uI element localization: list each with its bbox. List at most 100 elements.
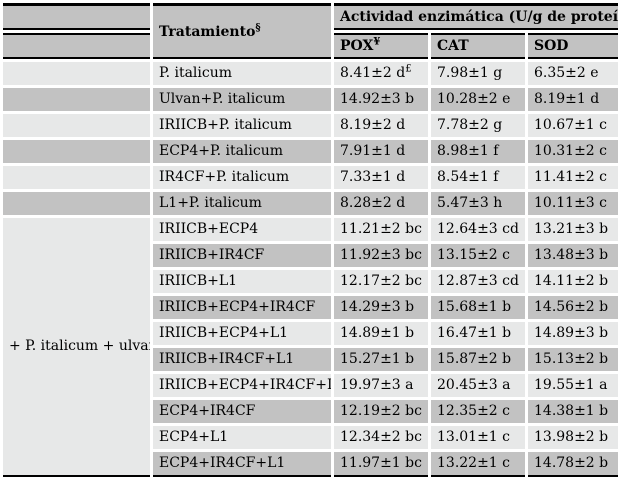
- treatment-cell: IRIICB+ECP4+IR4CF+L1: [153, 374, 331, 397]
- cat-value-cell: 12.87±3 cd: [431, 270, 525, 293]
- cat-value-cell: 7.78±2 g: [431, 114, 525, 137]
- cat-value-cell: 7.98±1 g: [431, 62, 525, 85]
- activity-group-header: Actividad enzimática (U/g de proteína): [334, 3, 619, 30]
- column-header-pox: POX¥: [334, 33, 428, 59]
- pox-value-cell: 15.27±1 b: [334, 348, 428, 371]
- pox-value-cell: 8.19±2 d: [334, 114, 428, 137]
- table-row: IRIICB+ECP4+IR4CF 14.29±3 b 15.68±1 b 14…: [3, 296, 619, 319]
- treatment-cell: IRIICB+ECP4: [153, 218, 331, 241]
- pox-value-cell: 14.89±1 b: [334, 322, 428, 345]
- pox-value-cell: 11.92±3 bc: [334, 244, 428, 267]
- sod-value-cell: 11.41±2 c: [528, 166, 619, 189]
- pox-value-cell: 14.29±3 b: [334, 296, 428, 319]
- header-row-1: Tratamiento§ Actividad enzimática (U/g d…: [3, 3, 619, 59]
- pox-header-label: POX: [340, 38, 374, 54]
- column-header-sod: SOD: [528, 33, 619, 59]
- sod-value-cell: 14.11±2 b: [528, 270, 619, 293]
- treatment-cell: ECP4+L1: [153, 426, 331, 449]
- treatment-cell: L1+P. italicum: [153, 192, 331, 215]
- table-row: P. italicum 8.41±2 d£ 7.98±1 g 6.35±2 e: [3, 62, 619, 85]
- treatment-cell: ECP4+IR4CF+L1: [153, 452, 331, 477]
- treatment-header-label: Tratamiento: [159, 23, 256, 40]
- group-cell-empty: [3, 192, 150, 215]
- pox-value-cell: 19.97±3 a: [334, 374, 428, 397]
- cat-value-cell: 15.87±2 b: [431, 348, 525, 371]
- cat-value-cell: 12.35±2 c: [431, 400, 525, 423]
- treatment-cell: Ulvan+P. italicum: [153, 88, 331, 111]
- group-cell-empty: [3, 166, 150, 189]
- cat-value-cell: 5.47±3 h: [431, 192, 525, 215]
- cat-value-cell: 13.01±1 c: [431, 426, 525, 449]
- cat-value-cell: 13.22±1 c: [431, 452, 525, 477]
- table-row: IRIICB+L1 12.17±2 bc 12.87±3 cd 14.11±2 …: [3, 270, 619, 293]
- sod-value-cell: 14.89±3 b: [528, 322, 619, 345]
- pox-value-cell: 11.97±1 bc: [334, 452, 428, 477]
- cat-value-cell: 15.68±1 b: [431, 296, 525, 319]
- table-row: IRIICB+ECP4+L1 14.89±1 b 16.47±1 b 14.89…: [3, 322, 619, 345]
- table-row: + P. italicum + ulvan IRIICB+ECP4 11.21±…: [3, 218, 619, 477]
- treatment-cell: IRIICB+L1: [153, 270, 331, 293]
- cat-value-cell: 20.45±3 a: [431, 374, 525, 397]
- pox-header-footnote-mark: ¥: [373, 36, 381, 48]
- pox-value-cell: 8.41±2 d£: [334, 62, 428, 85]
- treatment-cell: ECP4+P. italicum: [153, 140, 331, 163]
- table-row: IRIICB+IR4CF+L1 15.27±1 b 15.87±2 b 15.1…: [3, 348, 619, 371]
- corner-cell-top: [3, 3, 150, 30]
- treatment-cell: IRIICB+ECP4+IR4CF: [153, 296, 331, 319]
- corner-cell-bottom: [3, 33, 150, 59]
- cat-value-cell: 10.28±2 e: [431, 88, 525, 111]
- sod-value-cell: 19.55±1 a: [528, 374, 619, 397]
- table-row: ECP4+IR4CF+L1 11.97±1 bc 13.22±1 c 14.78…: [3, 452, 619, 477]
- sod-value-cell: 15.13±2 b: [528, 348, 619, 371]
- treatment-column-header: Tratamiento§: [153, 3, 331, 59]
- sod-value-cell: 13.48±3 b: [528, 244, 619, 267]
- sod-value-cell: 10.11±3 c: [528, 192, 619, 215]
- table-row: IRIICB+ECP4+IR4CF+L1 19.97±3 a 20.45±3 a…: [3, 374, 619, 397]
- cat-value-cell: 8.98±1 f: [431, 140, 525, 163]
- pox-value-cell: 7.33±1 d: [334, 166, 428, 189]
- table-row: ECP4+L1 12.34±2 bc 13.01±1 c 13.98±2 b: [3, 426, 619, 449]
- treatment-cell: IRIICB+IR4CF+L1: [153, 348, 331, 371]
- group-cell-empty: [3, 62, 150, 85]
- group-cell-empty: [3, 140, 150, 163]
- sod-value-cell: 14.78±2 b: [528, 452, 619, 477]
- pox-value-cell: 12.34±2 bc: [334, 426, 428, 449]
- sod-value-cell: 6.35±2 e: [528, 62, 619, 85]
- cat-value-cell: 8.54±1 f: [431, 166, 525, 189]
- table-row: ECP4+IR4CF 12.19±2 bc 12.35±2 c 14.38±1 …: [3, 400, 619, 423]
- table-row: IRIICB+P. italicum 8.19±2 d 7.78±2 g 10.…: [3, 114, 619, 137]
- sod-value-cell: 10.67±1 c: [528, 114, 619, 137]
- pox-value: 8.41±2 d: [340, 65, 406, 81]
- group-label-cell: + P. italicum + ulvan: [3, 218, 150, 477]
- pox-footnote-mark: £: [405, 63, 412, 75]
- table-row: IRIICB+IR4CF 11.92±3 bc 13.15±2 c 13.48±…: [3, 244, 619, 267]
- pox-value-cell: 8.28±2 d: [334, 192, 428, 215]
- treatment-cell: IR4CF+P. italicum: [153, 166, 331, 189]
- treatment-cell: IRIICB+IR4CF: [153, 244, 331, 267]
- table-row: IR4CF+P. italicum 7.33±1 d 8.54±1 f 11.4…: [3, 166, 619, 189]
- cat-value-cell: 13.15±2 c: [431, 244, 525, 267]
- sod-value-cell: 14.38±1 b: [528, 400, 619, 423]
- treatment-cell: IRIICB+P. italicum: [153, 114, 331, 137]
- header-row-2: POX¥ CAT SOD: [3, 33, 619, 59]
- pox-value-cell: 11.21±2 bc: [334, 218, 428, 241]
- group-cell-empty: [3, 88, 150, 111]
- table-row: L1+P. italicum 8.28±2 d 5.47±3 h 10.11±3…: [3, 192, 619, 215]
- pox-value-cell: 14.92±3 b: [334, 88, 428, 111]
- treatment-header-footnote-mark: §: [255, 21, 261, 33]
- pox-value-cell: 12.17±2 bc: [334, 270, 428, 293]
- sod-value-cell: 13.21±3 b: [528, 218, 619, 241]
- sod-value-cell: 10.31±2 c: [528, 140, 619, 163]
- sod-value-cell: 8.19±1 d: [528, 88, 619, 111]
- table-row: ECP4+P. italicum 7.91±1 d 8.98±1 f 10.31…: [3, 140, 619, 163]
- cat-value-cell: 12.64±3 cd: [431, 218, 525, 241]
- treatment-cell: P. italicum: [153, 62, 331, 85]
- table-row: Ulvan+P. italicum 14.92±3 b 10.28±2 e 8.…: [3, 88, 619, 111]
- pox-value-cell: 12.19±2 bc: [334, 400, 428, 423]
- pox-value-cell: 7.91±1 d: [334, 140, 428, 163]
- column-header-cat: CAT: [431, 33, 525, 59]
- sod-value-cell: 14.56±2 b: [528, 296, 619, 319]
- cat-value-cell: 16.47±1 b: [431, 322, 525, 345]
- group-cell-empty: [3, 114, 150, 137]
